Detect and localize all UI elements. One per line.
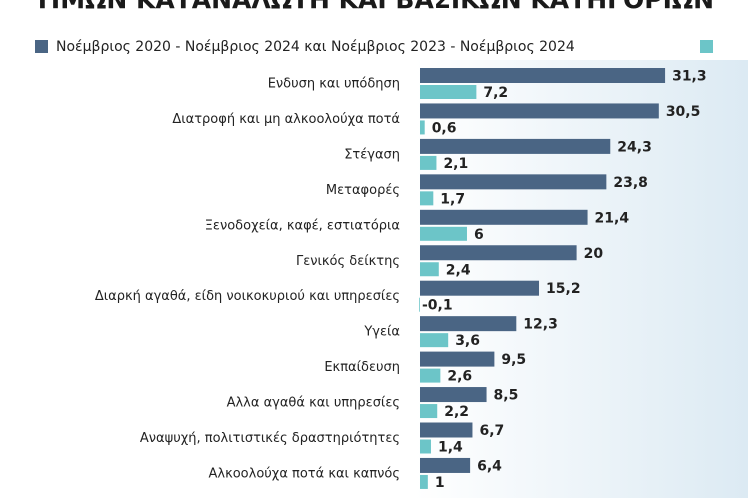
- category-label: Αλλα αγαθά και υπηρεσίες: [227, 396, 400, 411]
- category-label: Μεταφορές: [326, 183, 400, 198]
- legend-entry: Νοέμβριος 2023 - Νοέμβριος 2024: [331, 39, 575, 55]
- bar: [420, 262, 439, 277]
- legend-joiner: και: [304, 39, 326, 55]
- value-label: -0,1: [422, 298, 453, 314]
- category-label: Αναψυχή, πολιτιστικές δραστηριότητες: [140, 431, 400, 446]
- value-label: 1: [435, 475, 445, 491]
- bar: [420, 155, 437, 170]
- bar: [420, 85, 477, 99]
- value-label: 12,3: [523, 317, 558, 333]
- bar: [420, 387, 487, 403]
- bar: [420, 368, 441, 383]
- bar: [420, 474, 428, 489]
- value-label: 6,7: [479, 423, 504, 439]
- bar: [420, 333, 449, 348]
- bar: [419, 297, 420, 312]
- value-label: 1,7: [440, 191, 465, 207]
- bar: [420, 457, 471, 473]
- category-label: Αλκοολούχα ποτά και καπνός: [208, 466, 400, 481]
- category-label: Στέγαση: [344, 147, 400, 162]
- value-label: 20: [584, 246, 604, 262]
- value-label: 2,1: [443, 156, 468, 172]
- legend-swatch: [700, 40, 713, 53]
- bar: [420, 191, 434, 206]
- legend: Νοέμβριος 2020 - Νοέμβριος 2024 και Νοέμ…: [56, 39, 575, 55]
- category-label: Υγεία: [363, 325, 400, 340]
- bar: [420, 439, 431, 454]
- value-label: 2,4: [446, 262, 471, 278]
- value-label: 30,5: [666, 104, 701, 120]
- value-label: 8,5: [494, 388, 519, 404]
- chart-title: ΤΙΜΩΝ ΚΑΤΑΝΑΛΩΤΗ ΚΑΙ ΒΑΣΙΚΩΝ ΚΑΤΗΓΟΡΙΩΝ: [34, 0, 714, 14]
- value-label: 6,4: [477, 458, 502, 474]
- bar: [420, 226, 467, 241]
- value-label: 3,6: [455, 333, 480, 349]
- category-label: Ενδυση και υπόδηση: [268, 77, 400, 92]
- bar: [420, 174, 607, 190]
- value-label: 2,2: [444, 404, 469, 420]
- legend-entry: Νοέμβριος 2020 - Νοέμβριος 2024: [56, 39, 300, 55]
- category-label: Διατροφή και μη αλκοολούχα ποτά: [172, 112, 400, 127]
- value-label: 9,5: [501, 352, 526, 368]
- bar: [420, 120, 425, 135]
- category-label: Διαρκή αγαθά, είδη νοικοκυριού και υπηρε…: [95, 289, 400, 304]
- value-label: 24,3: [617, 139, 652, 155]
- legend-swatch: [35, 40, 48, 53]
- value-label: 21,4: [595, 210, 630, 226]
- value-label: 7,2: [483, 85, 508, 101]
- category-label: Ξενοδοχεία, καφέ, εστιατόρια: [205, 218, 400, 233]
- value-label: 0,6: [432, 120, 457, 136]
- bar: [420, 245, 577, 261]
- bar: [420, 209, 588, 225]
- bar: [420, 68, 666, 83]
- value-label: 23,8: [613, 175, 648, 191]
- bar: [420, 138, 611, 154]
- value-label: 2,6: [447, 369, 472, 385]
- value-label: 1,4: [438, 440, 463, 456]
- value-label: 15,2: [546, 281, 581, 297]
- category-label: Εκπαίδευση: [324, 360, 400, 375]
- bar: [420, 351, 495, 367]
- bar: [420, 316, 517, 332]
- bar: [420, 103, 659, 119]
- bar: [420, 404, 438, 419]
- bar: [420, 422, 473, 438]
- value-label: 6: [474, 227, 484, 243]
- bar: [420, 280, 540, 296]
- value-label: 31,3: [672, 69, 707, 85]
- category-label: Γενικός δείκτης: [296, 254, 400, 269]
